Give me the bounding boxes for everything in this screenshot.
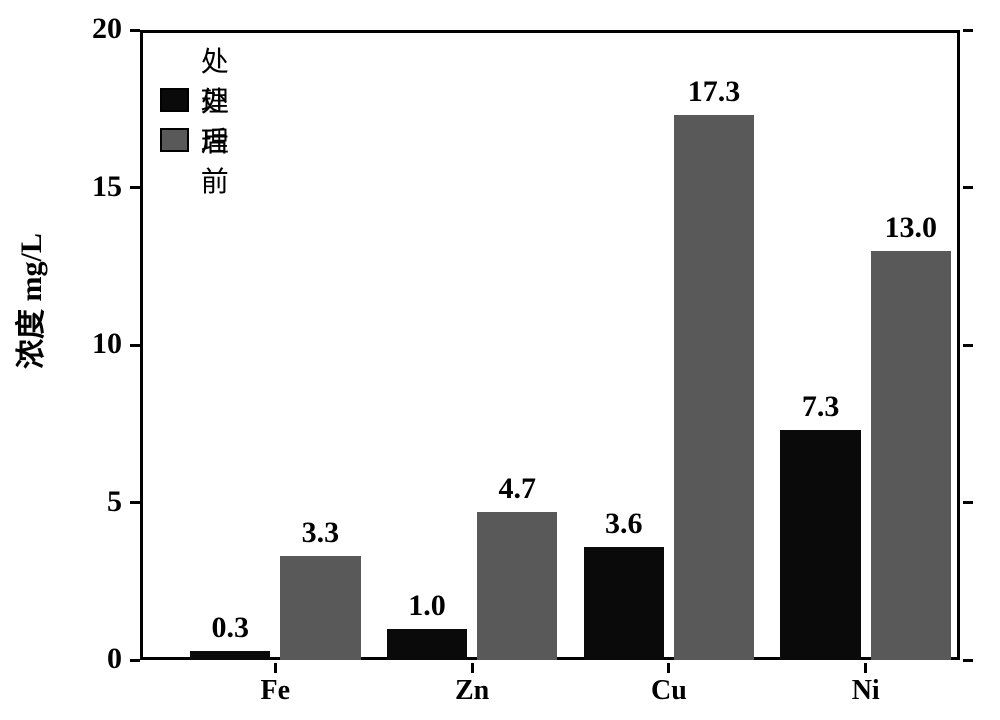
y-tick-right xyxy=(963,29,973,32)
y-tick-right xyxy=(963,186,973,189)
bar-label-after: 1.0 xyxy=(408,589,446,623)
x-tick xyxy=(471,663,474,673)
bar-label-before: 17.3 xyxy=(688,75,741,109)
bar-after xyxy=(780,430,860,660)
bar-label-after: 7.3 xyxy=(802,390,840,424)
y-tick-label: 10 xyxy=(0,327,122,361)
x-tick-label: Ni xyxy=(852,675,880,707)
x-tick-label: Cu xyxy=(651,675,687,707)
y-tick xyxy=(130,186,140,189)
legend-item-before: 处理前 xyxy=(160,80,248,200)
bar-before xyxy=(477,512,557,660)
y-tick-right xyxy=(963,659,973,662)
y-tick-label: 0 xyxy=(0,642,122,676)
y-tick-label: 15 xyxy=(0,170,122,204)
legend-swatch xyxy=(160,128,189,152)
x-tick-label: Zn xyxy=(455,675,489,707)
y-tick xyxy=(130,344,140,347)
x-tick xyxy=(667,663,670,673)
x-tick xyxy=(864,663,867,673)
y-tick xyxy=(130,659,140,662)
bar-label-after: 0.3 xyxy=(211,611,249,645)
bar-after xyxy=(190,651,270,660)
bar-after xyxy=(387,629,467,661)
bar-after xyxy=(584,547,664,660)
bar-label-after: 3.6 xyxy=(605,507,643,541)
bar-label-before: 3.3 xyxy=(302,516,340,550)
legend-label: 处理前 xyxy=(201,80,248,200)
y-tick-right xyxy=(963,344,973,347)
y-tick xyxy=(130,501,140,504)
bar-label-before: 4.7 xyxy=(498,472,536,506)
bar-before xyxy=(871,251,951,661)
y-tick-label: 20 xyxy=(0,12,122,46)
y-tick xyxy=(130,29,140,32)
x-tick-label: Fe xyxy=(261,675,291,707)
bar-before xyxy=(280,556,360,660)
y-tick-right xyxy=(963,501,973,504)
bar-label-before: 13.0 xyxy=(885,211,938,245)
x-tick xyxy=(274,663,277,673)
y-tick-label: 5 xyxy=(0,485,122,519)
bar-before xyxy=(674,115,754,660)
